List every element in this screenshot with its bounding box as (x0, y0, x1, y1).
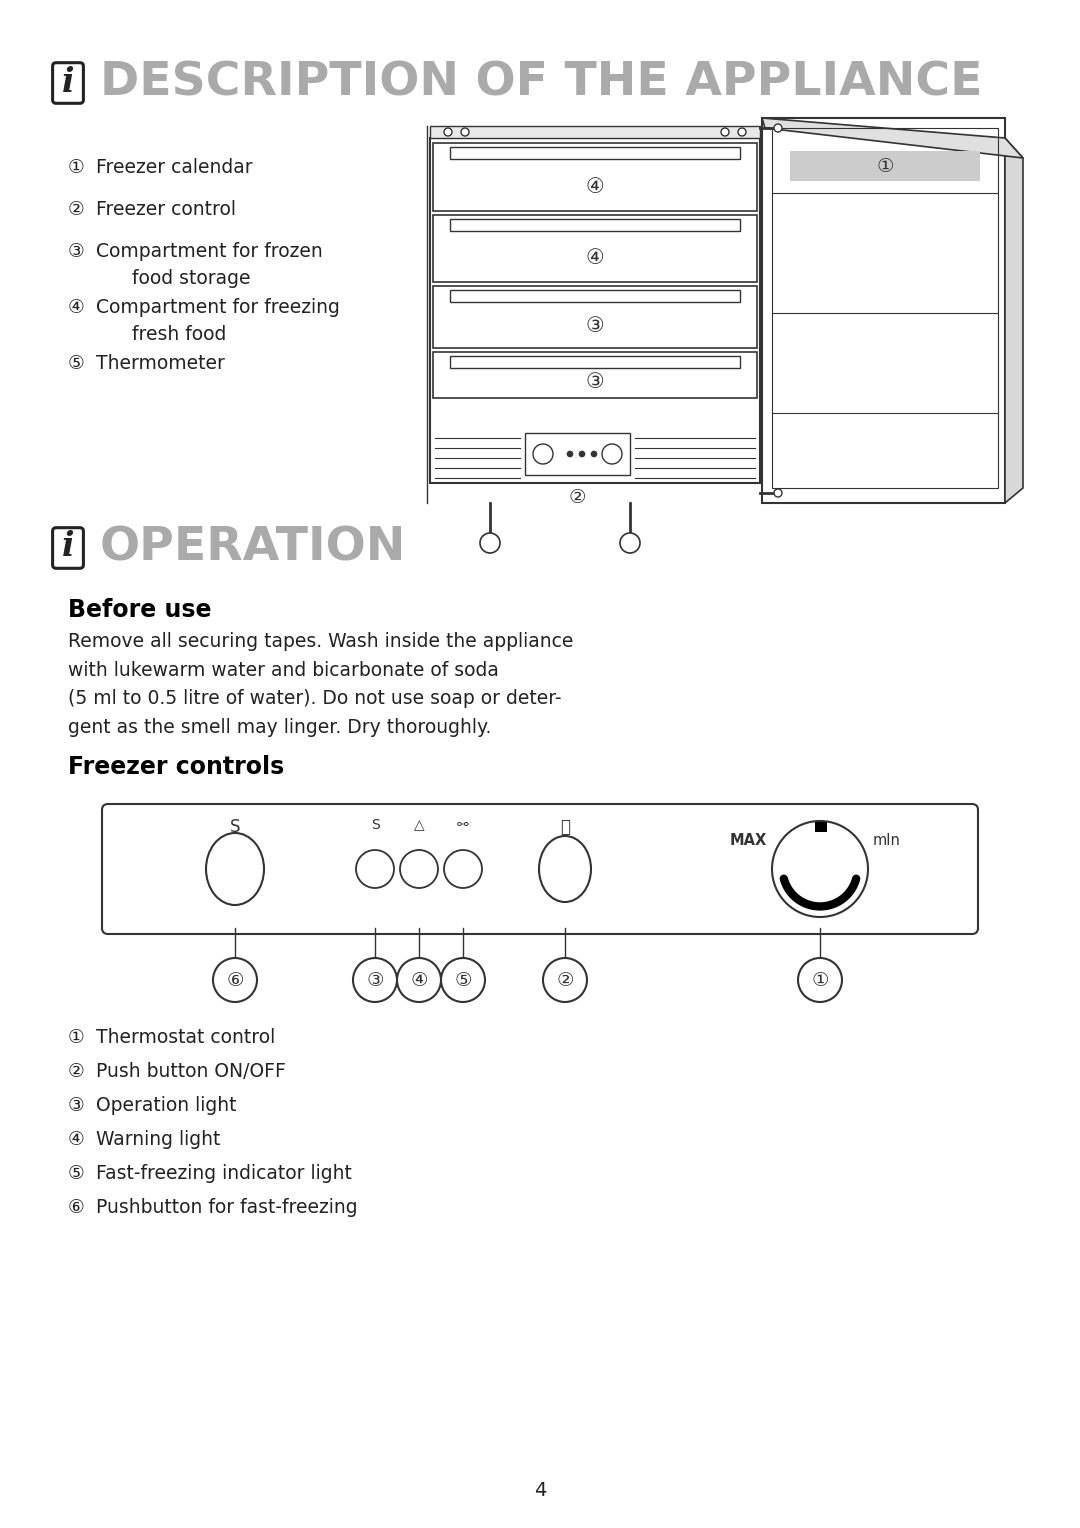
Text: ①: ① (68, 1028, 84, 1047)
Circle shape (400, 850, 438, 888)
Bar (789, 151, 980, 180)
Text: Before use: Before use (68, 597, 212, 622)
Bar (430, 138, 760, 483)
Text: Thermometer: Thermometer (96, 354, 225, 373)
Circle shape (772, 821, 868, 917)
Text: ⑤: ⑤ (455, 970, 472, 990)
Text: ⚯: ⚯ (457, 817, 469, 833)
Circle shape (620, 533, 640, 553)
Circle shape (444, 128, 453, 136)
Text: S: S (370, 817, 379, 833)
Circle shape (602, 445, 622, 465)
Bar (815, 822, 827, 833)
Polygon shape (1005, 138, 1023, 503)
Text: △: △ (414, 817, 424, 833)
Bar (450, 356, 740, 368)
Circle shape (798, 958, 842, 1002)
Text: ⏻: ⏻ (561, 817, 570, 836)
Bar (433, 144, 757, 211)
Circle shape (579, 451, 585, 457)
Bar (450, 219, 740, 231)
Circle shape (441, 958, 485, 1002)
Text: ②: ② (556, 970, 573, 990)
Text: Operation light: Operation light (96, 1096, 237, 1115)
Bar (433, 214, 757, 283)
Text: mIn: mIn (873, 833, 901, 848)
Text: ③: ③ (585, 371, 605, 391)
Text: ③: ③ (585, 316, 605, 336)
Text: Pushbutton for fast-freezing: Pushbutton for fast-freezing (96, 1198, 357, 1216)
Text: Compartment for frozen
      food storage: Compartment for frozen food storage (96, 241, 323, 287)
Text: S: S (230, 817, 240, 836)
Bar (430, 125, 760, 138)
Text: ①: ① (811, 970, 828, 990)
Text: ④: ④ (68, 298, 84, 316)
Text: Fast-freezing indicator light: Fast-freezing indicator light (96, 1164, 352, 1183)
Circle shape (444, 850, 482, 888)
Circle shape (356, 850, 394, 888)
Bar (450, 290, 740, 303)
Polygon shape (762, 118, 1023, 157)
Ellipse shape (539, 836, 591, 902)
Text: Thermostat control: Thermostat control (96, 1028, 275, 1047)
Circle shape (353, 958, 397, 1002)
Text: ①: ① (68, 157, 84, 177)
Text: Freezer calendar: Freezer calendar (96, 157, 253, 177)
Ellipse shape (206, 833, 264, 905)
Text: i: i (62, 530, 75, 564)
Circle shape (461, 128, 469, 136)
Circle shape (397, 958, 441, 1002)
Text: 4: 4 (534, 1481, 546, 1499)
Circle shape (567, 451, 573, 457)
Text: Warning light: Warning light (96, 1131, 220, 1149)
Text: Push button ON/OFF: Push button ON/OFF (96, 1062, 286, 1080)
FancyBboxPatch shape (53, 63, 83, 104)
Text: ④: ④ (68, 1131, 84, 1149)
Circle shape (213, 958, 257, 1002)
Text: ③: ③ (68, 241, 84, 261)
Text: Remove all securing tapes. Wash inside the appliance
with lukewarm water and bic: Remove all securing tapes. Wash inside t… (68, 633, 573, 736)
Circle shape (774, 489, 782, 497)
Bar (450, 147, 740, 159)
Text: ⑤: ⑤ (68, 354, 84, 373)
Text: ⑥: ⑥ (68, 1198, 84, 1216)
Circle shape (774, 124, 782, 131)
Text: OPERATION: OPERATION (100, 526, 406, 570)
Text: ②: ② (68, 200, 84, 219)
Text: ②: ② (68, 1062, 84, 1080)
Text: DESCRIPTION OF THE APPLIANCE: DESCRIPTION OF THE APPLIANCE (100, 61, 983, 105)
Text: Freezer controls: Freezer controls (68, 755, 284, 779)
Text: ⑥: ⑥ (226, 970, 244, 990)
Text: ⑤: ⑤ (68, 1164, 84, 1183)
Text: Compartment for freezing
      fresh food: Compartment for freezing fresh food (96, 298, 340, 344)
Text: ③: ③ (366, 970, 383, 990)
Text: i: i (62, 66, 75, 98)
Text: ④: ④ (585, 177, 605, 197)
Text: MAX: MAX (730, 833, 767, 848)
Circle shape (738, 128, 746, 136)
Text: ④: ④ (585, 249, 605, 269)
Circle shape (534, 445, 553, 465)
Text: ③: ③ (68, 1096, 84, 1115)
Bar (433, 351, 757, 397)
Bar (762, 118, 1005, 503)
Bar (772, 128, 998, 487)
FancyBboxPatch shape (53, 527, 83, 568)
Text: ①: ① (876, 156, 894, 176)
Text: ②: ② (569, 487, 586, 507)
Text: ④: ④ (410, 970, 428, 990)
Bar (433, 286, 757, 348)
Bar (525, 432, 630, 475)
Text: Freezer control: Freezer control (96, 200, 237, 219)
Circle shape (721, 128, 729, 136)
Circle shape (480, 533, 500, 553)
Circle shape (543, 958, 588, 1002)
Circle shape (591, 451, 597, 457)
FancyBboxPatch shape (102, 804, 978, 934)
